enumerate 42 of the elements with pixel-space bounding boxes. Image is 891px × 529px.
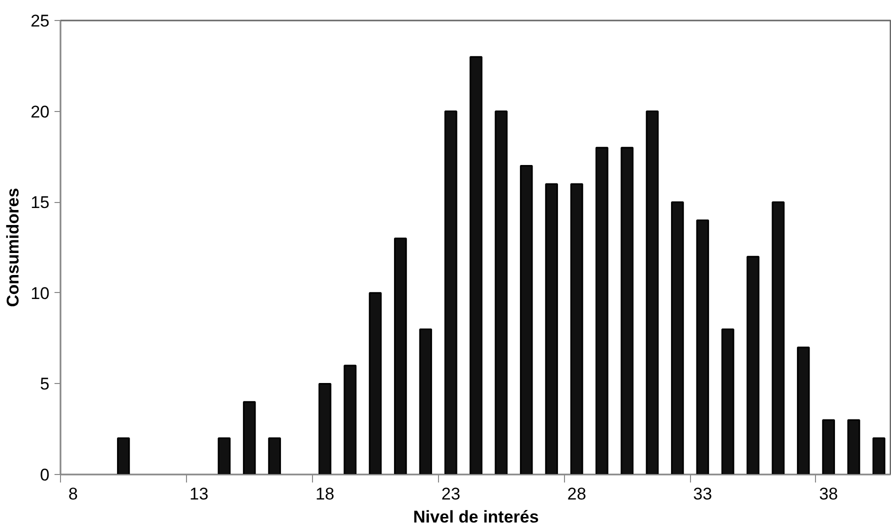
bar bbox=[746, 256, 760, 474]
bar bbox=[772, 201, 785, 474]
bar bbox=[520, 165, 533, 474]
x-tick-label: 38 bbox=[819, 484, 838, 504]
bar bbox=[344, 364, 357, 474]
y-tick-label: 25 bbox=[30, 12, 50, 30]
bar bbox=[394, 238, 407, 474]
x-tick-label: 23 bbox=[441, 484, 460, 504]
bar bbox=[796, 346, 810, 474]
x-tick-label: 28 bbox=[567, 484, 586, 504]
bar bbox=[671, 201, 684, 474]
bar bbox=[117, 437, 130, 474]
bar bbox=[595, 146, 608, 474]
x-tick-label: 18 bbox=[315, 484, 334, 504]
bar bbox=[545, 183, 558, 474]
x-tick-label: 33 bbox=[693, 484, 712, 504]
bar bbox=[470, 56, 482, 474]
bar bbox=[242, 401, 256, 474]
y-tick-label: 15 bbox=[30, 193, 50, 212]
bar bbox=[721, 328, 734, 474]
bar bbox=[368, 292, 382, 474]
bar bbox=[872, 437, 886, 474]
bar bbox=[822, 419, 835, 474]
bar bbox=[696, 220, 710, 474]
y-tick-label: 0 bbox=[40, 466, 50, 484]
bar bbox=[419, 328, 432, 474]
bar bbox=[444, 110, 458, 474]
bar bbox=[620, 146, 634, 474]
y-tick-label: 20 bbox=[30, 102, 50, 122]
y-tick-label: 10 bbox=[30, 284, 50, 303]
bar bbox=[218, 437, 231, 474]
bar bbox=[268, 437, 281, 474]
y-axis-title: Consumidores bbox=[4, 188, 23, 308]
x-tick-label: 13 bbox=[190, 484, 208, 504]
y-tick-label: 5 bbox=[40, 374, 50, 394]
bar bbox=[570, 183, 584, 474]
x-axis-title: Nivel de interés bbox=[413, 508, 539, 526]
bar bbox=[646, 110, 659, 474]
bar bbox=[318, 382, 332, 474]
bar bbox=[847, 419, 860, 474]
x-tick-label: 8 bbox=[68, 484, 78, 504]
bar bbox=[494, 110, 508, 474]
